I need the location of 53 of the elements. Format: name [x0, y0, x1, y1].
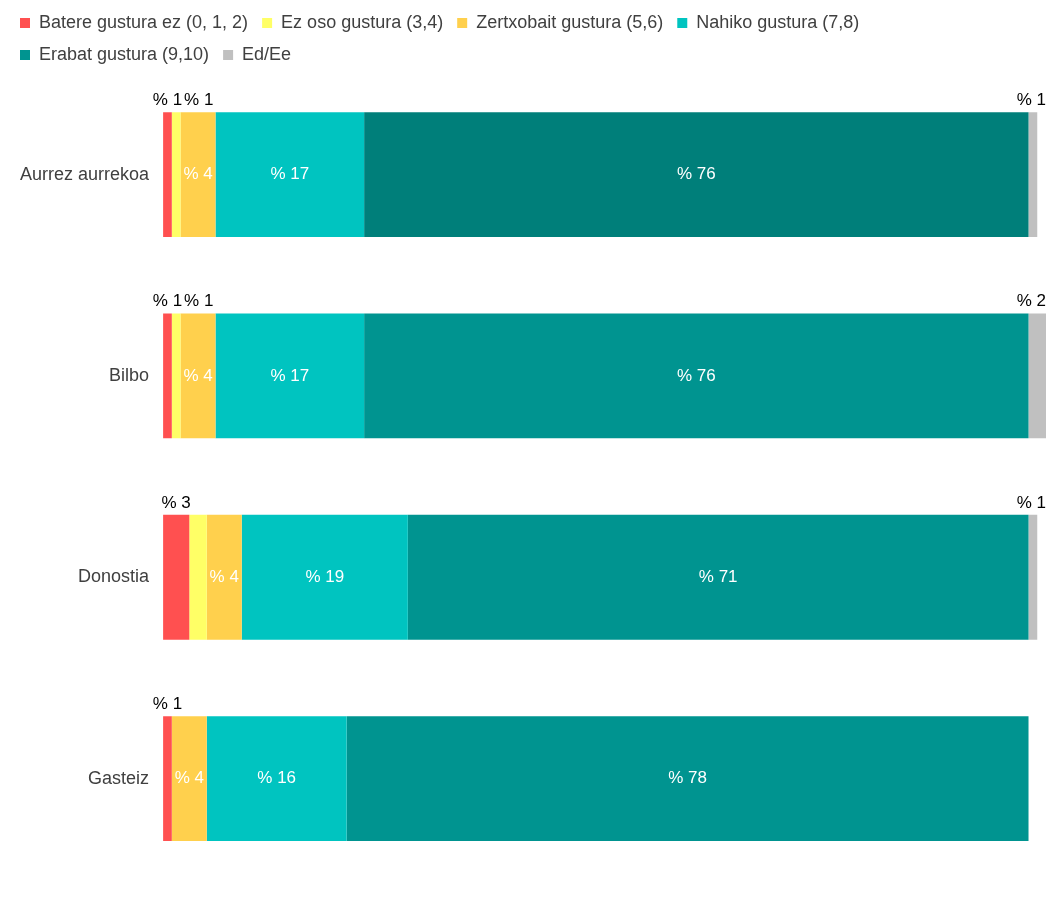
data-label: % 4	[209, 566, 239, 586]
bar	[215, 313, 365, 439]
data-label: % 4	[183, 365, 213, 385]
data-label: % 1	[1016, 89, 1046, 109]
data-label: % 17	[270, 365, 310, 385]
data-label: % 78	[668, 768, 707, 788]
data-label: % 1	[152, 693, 183, 713]
bar	[364, 313, 1029, 439]
legend-label: Erabat gustura (9,10)	[39, 43, 210, 64]
data-label: % 76	[676, 365, 716, 385]
bar	[171, 313, 181, 439]
legend-label: Batere gustura ez (0, 1, 2)	[39, 11, 249, 32]
bar	[1028, 313, 1046, 439]
data-label: % 1	[1016, 492, 1046, 512]
data-label: % 4	[174, 768, 204, 788]
data-label: % 4	[183, 164, 213, 184]
legend-label: Ed/Ee	[242, 43, 292, 64]
bar	[407, 514, 1029, 640]
y-tick-label: Donostia	[78, 566, 151, 587]
bar	[180, 112, 216, 238]
bar	[163, 313, 172, 439]
bar	[163, 112, 172, 238]
bar	[241, 514, 408, 640]
data-label: % 1	[152, 291, 183, 311]
bar	[364, 112, 1029, 238]
legend-label: Ez oso gustura (3,4)	[281, 11, 444, 32]
data-label: % 71	[698, 566, 738, 586]
bar	[171, 112, 181, 238]
data-label: % 16	[257, 768, 297, 788]
bar	[163, 514, 190, 640]
bar	[1028, 514, 1038, 640]
bar	[163, 716, 172, 841]
data-label: % 19	[305, 566, 345, 586]
y-tick-label: Aurrez aurrekoa	[20, 163, 151, 184]
bar	[171, 716, 207, 841]
data-label: % 1	[152, 89, 183, 109]
data-label: % 1	[184, 291, 214, 311]
y-tick-label: Gasteiz	[88, 767, 150, 788]
bar	[206, 514, 242, 640]
bar	[180, 313, 216, 439]
data-label: % 17	[270, 164, 310, 184]
data-label: % 76	[676, 164, 716, 184]
data-label: % 2	[1016, 291, 1046, 311]
bar	[346, 716, 1029, 841]
bar	[1028, 112, 1038, 238]
data-label: % 3	[161, 492, 191, 512]
legend-label: Zertxobait gustura (5,6)	[476, 11, 664, 32]
bar	[206, 716, 347, 841]
data-label: % 1	[184, 89, 214, 109]
bar	[189, 514, 207, 640]
legend-label: Nahiko gustura (7,8)	[696, 11, 860, 32]
bar	[215, 112, 365, 238]
y-tick-label: Bilbo	[109, 364, 150, 385]
